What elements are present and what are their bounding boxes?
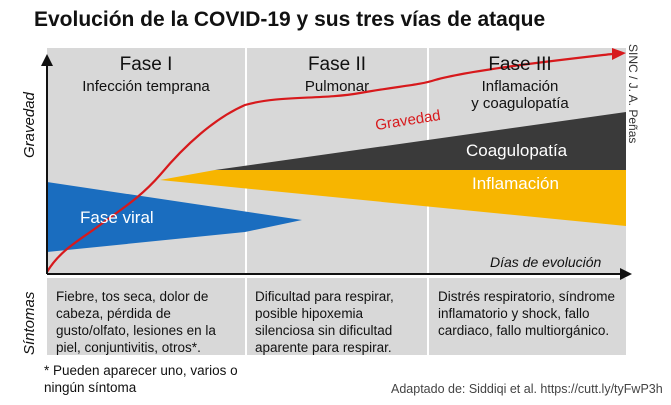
phase-3-title: Fase III (488, 54, 552, 75)
phase-2-symptoms-bg (247, 278, 427, 355)
coagulopathy-band (215, 112, 626, 170)
severity-curve (46, 52, 613, 273)
x-axis-label: Días de evolución (490, 254, 602, 270)
phase-3-subtitle: Inflamación y coagulopatía (471, 78, 569, 112)
source-citation: Adaptado de: Siddiqi et al. https://cutt… (391, 382, 663, 396)
inflammation-label: Inflamación (472, 174, 559, 193)
viral-band (47, 182, 302, 252)
y-axis-arrowhead (41, 54, 53, 66)
symptoms-label: Síntomas (21, 291, 38, 355)
coagulopathy-label: Coagulopatía (466, 141, 568, 160)
inflammation-band (160, 170, 626, 226)
y-axis-label: Gravedad (21, 92, 38, 158)
phase-1-subtitle: Infección temprana (82, 78, 210, 95)
phase-2-subtitle: Pulmonar (304, 78, 370, 95)
viral-phase-label: Fase viral (80, 208, 154, 227)
severity-curve-arrowhead (612, 48, 626, 60)
phase-1-symptoms-bg (47, 278, 245, 355)
phase-3-symptoms: Distrés respiratorio, síndrome inflamato… (438, 289, 616, 338)
diagram-title: Evolución de la COVID-19 y sus tres vías… (34, 8, 546, 31)
phase-2-title: Fase II (307, 54, 367, 75)
footnote: * Pueden aparecer uno, varios o ningún s… (44, 363, 238, 395)
phase-2-symptoms: Dificultad para respirar, posible hipoxe… (255, 289, 394, 355)
phase-3-symptoms-bg (429, 278, 626, 355)
phase-1-symptoms: Fiebre, tos seca, dolor de cabeza, pérdi… (56, 289, 216, 355)
phase-1-title: Fase I (119, 54, 173, 75)
x-axis-arrowhead (620, 268, 632, 280)
